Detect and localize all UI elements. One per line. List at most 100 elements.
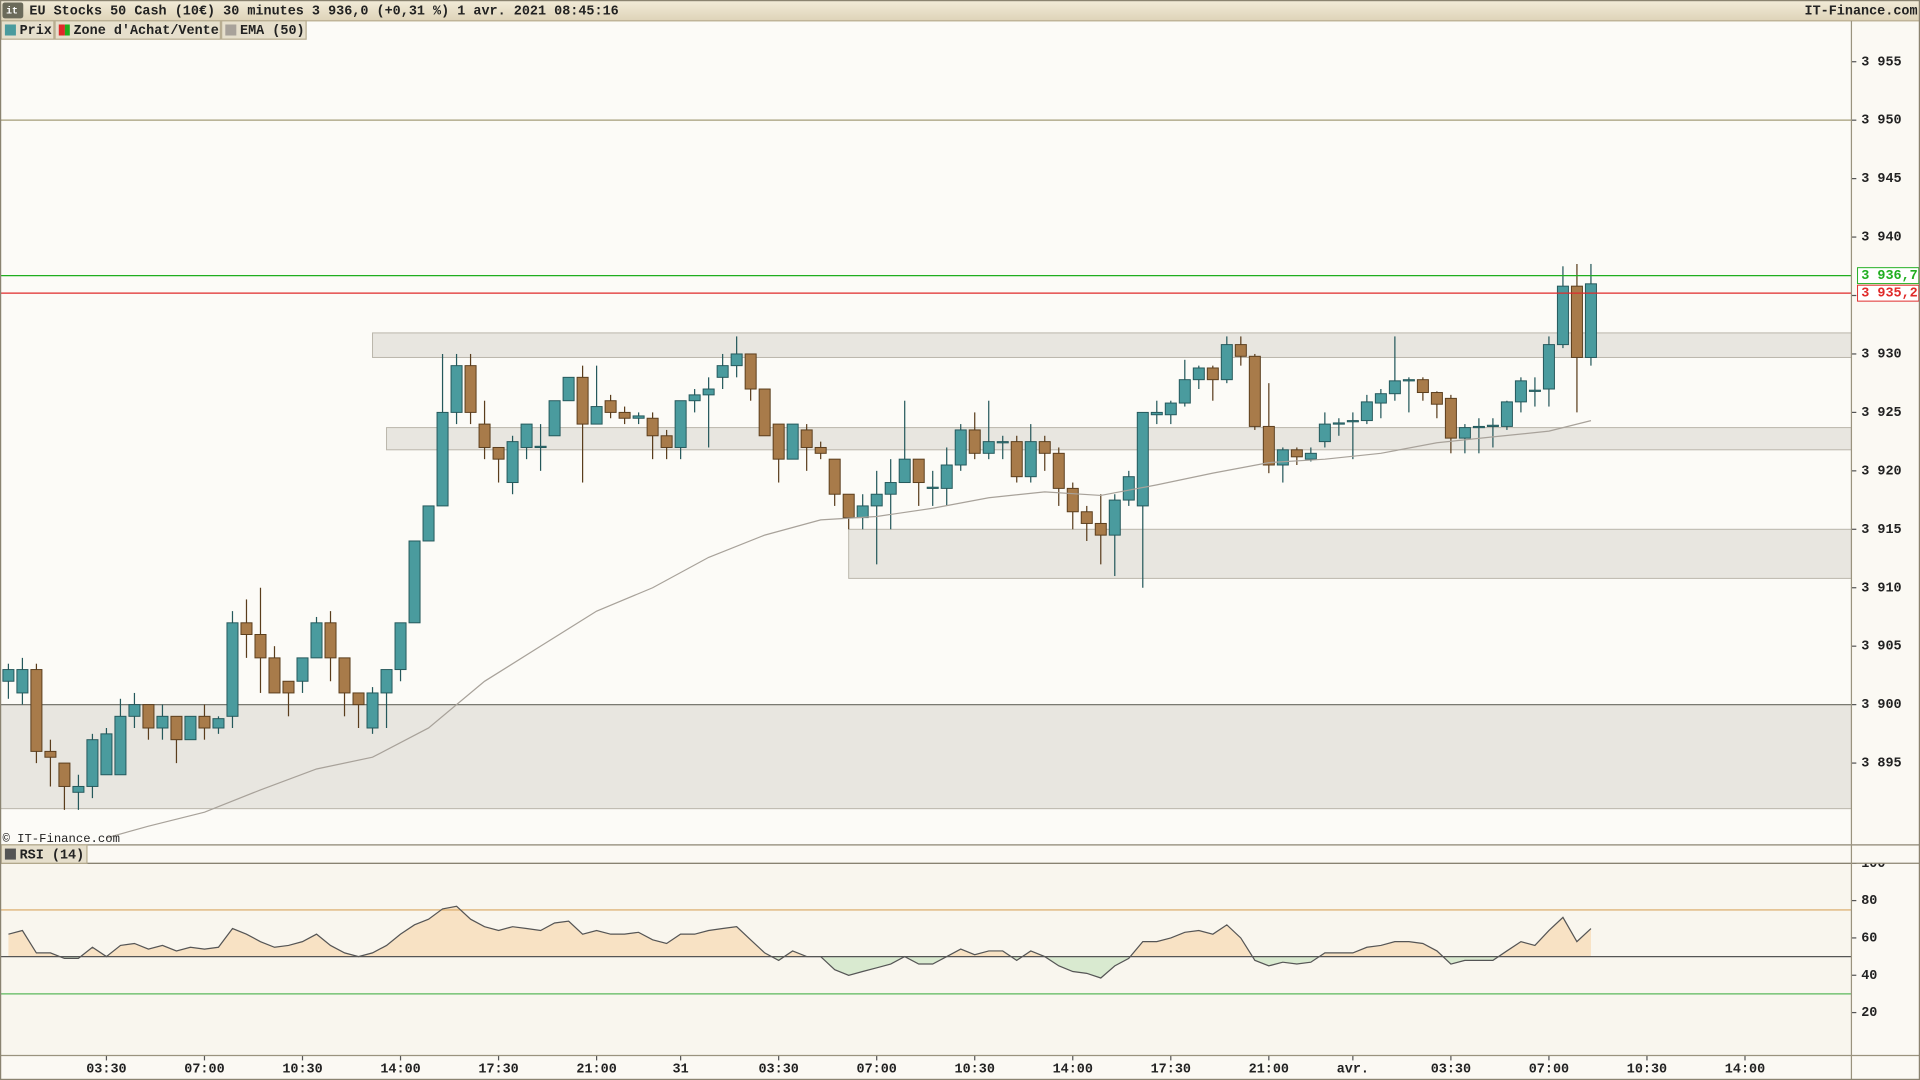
candle-body — [912, 458, 925, 484]
x-tick-label: 14:00 — [1053, 1063, 1093, 1078]
candle-body — [1094, 522, 1107, 536]
candle-body — [1038, 441, 1051, 454]
candle-body — [464, 365, 477, 413]
candle-body — [604, 400, 617, 413]
y-tick-label: 3 895 — [1861, 757, 1901, 772]
x-tick-label: 07:00 — [1529, 1063, 1569, 1078]
x-tick-label: 03:30 — [758, 1063, 798, 1078]
x-tick-label: 07:00 — [857, 1063, 897, 1078]
legend-tab[interactable] — [221, 20, 307, 40]
legend-label: EMA (50) — [240, 24, 305, 39]
candle-body — [1234, 344, 1247, 357]
y-tick-label: 3 910 — [1861, 581, 1901, 596]
candle-body — [212, 718, 225, 729]
x-tick-label: 03:30 — [86, 1063, 126, 1078]
logo-mark: it — [6, 6, 18, 17]
candle-body — [1584, 283, 1597, 358]
header-title: EU Stocks 50 Cash (10€) 30 minutes 3 936… — [29, 5, 618, 20]
legend-label: Prix — [20, 24, 52, 39]
x-tick-label: 10:30 — [282, 1063, 322, 1078]
x-tick-label: 21:00 — [1249, 1063, 1289, 1078]
candle-body — [716, 365, 729, 378]
x-tick-label: 31 — [673, 1063, 689, 1078]
y-tick-label: 20 — [1861, 1006, 1877, 1021]
candle-body — [310, 622, 323, 659]
candle-body — [450, 365, 463, 413]
candle-body — [618, 411, 631, 419]
candle-body — [646, 417, 659, 437]
price-layer — [0, 119, 1852, 839]
candle-body — [996, 441, 1009, 444]
legend-swatch — [58, 24, 65, 36]
candle-body — [786, 423, 799, 460]
zone — [0, 704, 1852, 810]
zone — [848, 528, 1852, 579]
candle-body — [954, 429, 967, 466]
y-tick-label: 3 925 — [1861, 406, 1901, 421]
candle-body — [660, 435, 673, 448]
candle-body — [1570, 285, 1583, 358]
candle-body — [548, 400, 561, 437]
candle-body — [828, 458, 841, 495]
candle-body — [688, 394, 701, 402]
candle-body — [492, 446, 505, 460]
candle-body — [1122, 476, 1135, 501]
y-tick-label: 80 — [1861, 894, 1877, 909]
candle-body — [1262, 425, 1275, 466]
y-tick-label: 3 900 — [1861, 698, 1901, 713]
candle-body — [632, 415, 645, 419]
candle-body — [282, 680, 295, 694]
candle-body — [534, 445, 547, 449]
candle-body — [1108, 499, 1121, 536]
header-source: IT-Finance.com — [1805, 5, 1918, 20]
candle-body — [744, 353, 757, 390]
zone — [386, 427, 1852, 451]
legend-swatch — [225, 24, 237, 36]
candle-body — [1458, 427, 1471, 439]
legend-tab[interactable] — [54, 20, 222, 40]
candle-body — [254, 634, 267, 659]
candle-body — [1164, 402, 1177, 416]
candle-body — [1290, 449, 1303, 458]
y-tick-label: 3 920 — [1861, 464, 1901, 479]
candle-body — [1178, 379, 1191, 404]
y-tick-label: 3 945 — [1861, 172, 1901, 187]
candle-body — [926, 486, 939, 489]
y-tick-label: 60 — [1861, 931, 1877, 946]
zone — [372, 332, 1852, 358]
candle-body — [142, 704, 155, 729]
candle-body — [1276, 449, 1289, 466]
x-tick-label: 14:00 — [380, 1063, 420, 1078]
candle-body — [324, 622, 337, 659]
candle-body — [296, 657, 309, 682]
candle-body — [2, 669, 15, 682]
candle-body — [1388, 380, 1401, 395]
candle-body — [184, 715, 197, 741]
candle-body — [1528, 389, 1541, 392]
candle-body — [240, 622, 253, 635]
candle-body — [128, 704, 141, 717]
candle-body — [1150, 411, 1163, 416]
candle-body — [562, 376, 575, 402]
line — [8, 905, 1592, 979]
candle-body — [1220, 344, 1233, 381]
candle-body — [394, 622, 407, 671]
candle-body — [940, 464, 953, 489]
candle-body — [352, 692, 365, 706]
axis-layer: 3 895 3 900 3 905 3 910 3 915 3 920 3 925 3 930… — [86, 55, 1920, 1078]
candle-body — [1360, 401, 1373, 422]
candle-body — [856, 505, 869, 519]
legend-swatch — [4, 848, 16, 860]
level-label: 3 936,7 — [1861, 269, 1918, 284]
candle-body — [1556, 285, 1569, 346]
candle-body — [968, 429, 981, 454]
candle-body — [1416, 379, 1429, 394]
legend-swatch — [64, 24, 70, 36]
x-tick-label: 03:30 — [1431, 1063, 1471, 1078]
rsi-title: RSI (14) — [20, 848, 85, 863]
y-tick-label: 3 930 — [1861, 348, 1901, 363]
candle-body — [800, 429, 813, 448]
watermark: © IT-Finance.com — [2, 832, 119, 846]
